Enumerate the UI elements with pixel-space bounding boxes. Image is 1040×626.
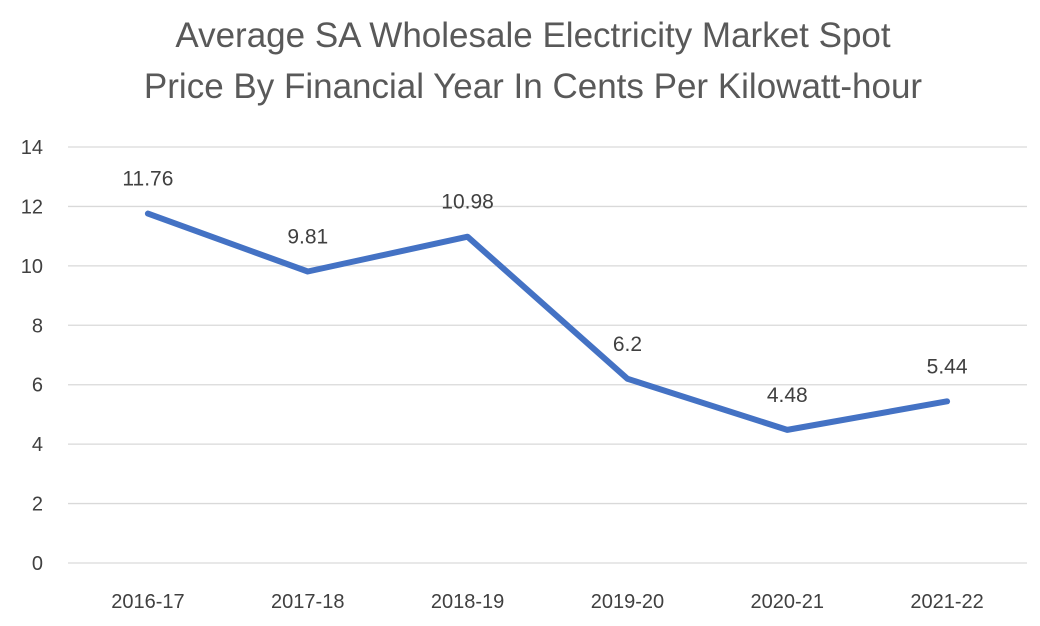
x-tick-label: 2020-21 xyxy=(751,591,824,613)
data-label: 4.48 xyxy=(767,384,808,407)
x-tick-label: 2021-22 xyxy=(910,591,983,613)
x-tick-label: 2017-18 xyxy=(271,591,344,613)
data-label: 10.98 xyxy=(441,191,494,214)
data-label: 9.81 xyxy=(287,226,328,249)
y-tick-label: 2 xyxy=(32,494,43,516)
y-tick-label: 0 xyxy=(32,553,43,575)
chart-title-line-1: Average SA Wholesale Electricity Market … xyxy=(175,16,891,55)
x-tick-label: 2019-20 xyxy=(591,591,664,613)
x-axis-ticks: 2016-17 2017-18 2018-19 2019-20 2020-21 2021-… xyxy=(111,591,984,613)
data-labels: 11.76 9.81 10.98 6.2 4.48 5.44 xyxy=(122,168,967,407)
y-tick-label: 14 xyxy=(21,137,43,159)
y-tick-label: 6 xyxy=(32,375,43,397)
y-tick-label: 12 xyxy=(21,196,43,218)
x-tick-label: 2016-17 xyxy=(111,591,184,613)
series-layer xyxy=(144,210,951,433)
data-label: 11.76 xyxy=(122,168,173,191)
data-label: 5.44 xyxy=(927,355,968,378)
series-line xyxy=(144,210,951,433)
data-label: 6.2 xyxy=(613,333,642,356)
gridlines xyxy=(68,146,1027,564)
y-axis-ticks: 0 2 4 6 8 10 12 14 xyxy=(21,137,43,575)
x-tick-label: 2018-19 xyxy=(431,591,504,613)
y-tick-label: 8 xyxy=(32,315,43,337)
y-tick-label: 10 xyxy=(21,256,43,278)
chart-title-line-2: Price By Financial Year In Cents Per Kil… xyxy=(144,67,922,106)
y-tick-label: 4 xyxy=(32,434,43,456)
